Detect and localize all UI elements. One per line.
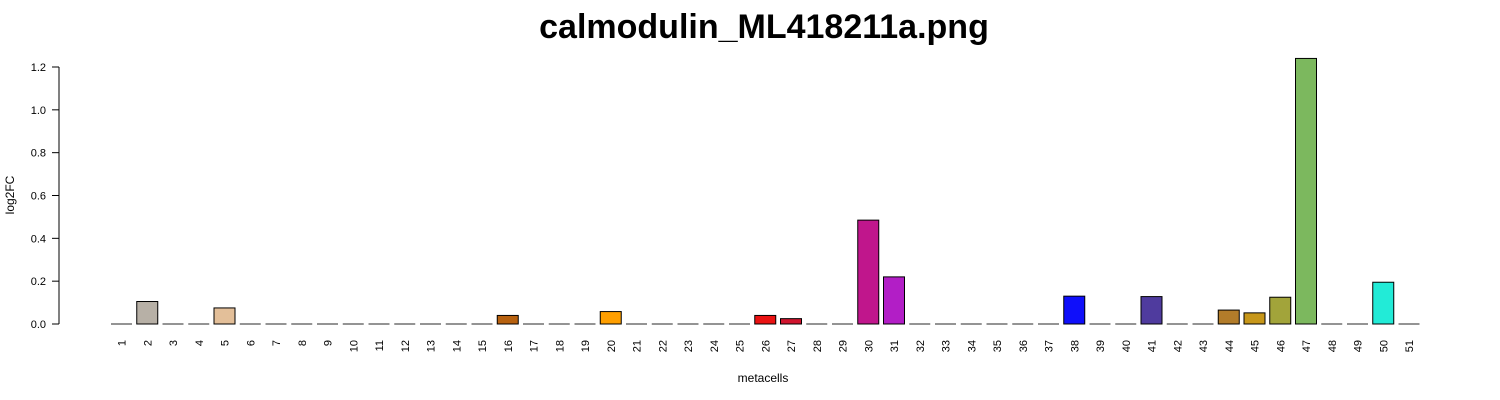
bar-20 — [599, 311, 622, 325]
x-tick-label: 41 — [1147, 340, 1159, 352]
x-tick-label: 25 — [735, 340, 747, 352]
bar-2 — [136, 301, 159, 325]
x-tick-label: 46 — [1275, 340, 1287, 352]
bar-41 — [1140, 296, 1163, 325]
x-tick-label: 19 — [580, 340, 592, 352]
y-tick-label: 0.8 — [31, 148, 46, 160]
x-tick-label: 48 — [1327, 340, 1339, 352]
bar-30 — [857, 219, 880, 325]
x-tick-label: 40 — [1121, 340, 1133, 352]
x-tick-label: 36 — [1018, 340, 1030, 352]
x-tick-labels: 1 2 3 4 5 6 7 8 9 10 11 12 13 14 15 16 17 18 19 20 21 22 23 24 2… — [117, 340, 1417, 352]
x-axis-title: metacells — [738, 371, 789, 385]
x-tick-label: 26 — [760, 340, 772, 352]
x-tick-label: 23 — [683, 340, 695, 352]
y-tick-label: 1.2 — [31, 62, 46, 74]
y-tick-label: 0.2 — [31, 276, 46, 288]
x-tick-label: 9 — [323, 340, 335, 346]
x-tick-label: 20 — [606, 340, 618, 352]
x-tick-label: 34 — [966, 340, 978, 352]
y-axis: 0.0 0.2 0.4 0.6 0.8 1.0 1.2 — [31, 62, 60, 331]
x-tick-label: 21 — [632, 340, 644, 352]
bar-16 — [496, 314, 519, 325]
x-tick-label: 18 — [554, 340, 566, 352]
x-tick-label: 33 — [941, 340, 953, 352]
x-tick-label: 29 — [838, 340, 850, 352]
bar-38 — [1063, 295, 1086, 325]
chart-title: calmodulin_ML418211a.png — [539, 8, 989, 46]
x-tick-label: 35 — [992, 340, 1004, 352]
y-tick-label: 0.4 — [31, 233, 46, 245]
x-tick-label: 47 — [1301, 340, 1313, 352]
x-tick-label: 17 — [529, 340, 541, 352]
x-tick-label: 37 — [1044, 340, 1056, 352]
x-tick-label: 43 — [1198, 340, 1210, 352]
x-tick-label: 12 — [400, 340, 412, 352]
bar-26 — [754, 314, 777, 325]
bar-46 — [1269, 296, 1292, 325]
x-tick-label: 45 — [1250, 340, 1262, 352]
bar-45 — [1243, 312, 1266, 325]
x-tick-label: 44 — [1224, 340, 1236, 352]
x-tick-label: 27 — [786, 340, 798, 352]
x-tick-label: 13 — [426, 340, 438, 352]
x-tick-label: 24 — [709, 340, 721, 352]
y-tick-label: 1.0 — [31, 105, 46, 117]
x-tick-label: 30 — [863, 340, 875, 352]
x-tick-label: 8 — [297, 340, 309, 346]
x-tick-label: 1 — [117, 340, 129, 346]
bar-44 — [1217, 309, 1240, 325]
x-tick-label: 14 — [451, 340, 463, 352]
x-tick-label: 4 — [194, 340, 206, 346]
x-tick-label: 10 — [348, 340, 360, 352]
bar-31 — [883, 276, 905, 325]
x-tick-label: 49 — [1353, 340, 1365, 352]
x-tick-label: 2 — [142, 340, 154, 346]
x-tick-label: 7 — [271, 340, 283, 346]
x-tick-label: 42 — [1172, 340, 1184, 352]
bar-5 — [213, 307, 236, 325]
x-tick-label: 32 — [915, 340, 927, 352]
x-tick-label: 6 — [245, 340, 257, 346]
bars — [111, 57, 1420, 325]
x-tick-label: 51 — [1404, 340, 1416, 352]
bar-27 — [780, 318, 802, 325]
x-tick-label: 28 — [812, 340, 824, 352]
y-tick-label: 0.6 — [31, 191, 46, 203]
y-tick-label: 0.0 — [31, 319, 46, 331]
bar-47 — [1295, 57, 1317, 325]
bar-50 — [1372, 281, 1395, 325]
x-tick-label: 50 — [1378, 340, 1390, 352]
x-tick-label: 39 — [1095, 340, 1107, 352]
x-tick-label: 38 — [1069, 340, 1081, 352]
x-tick-label: 31 — [889, 340, 901, 352]
x-tick-label: 15 — [477, 340, 489, 352]
x-tick-label: 22 — [657, 340, 669, 352]
x-tick-label: 3 — [168, 340, 180, 346]
x-tick-label: 5 — [220, 340, 232, 346]
y-axis-title: log2FC — [3, 175, 17, 214]
x-tick-label: 16 — [503, 340, 515, 352]
x-tick-label: 11 — [374, 340, 386, 351]
